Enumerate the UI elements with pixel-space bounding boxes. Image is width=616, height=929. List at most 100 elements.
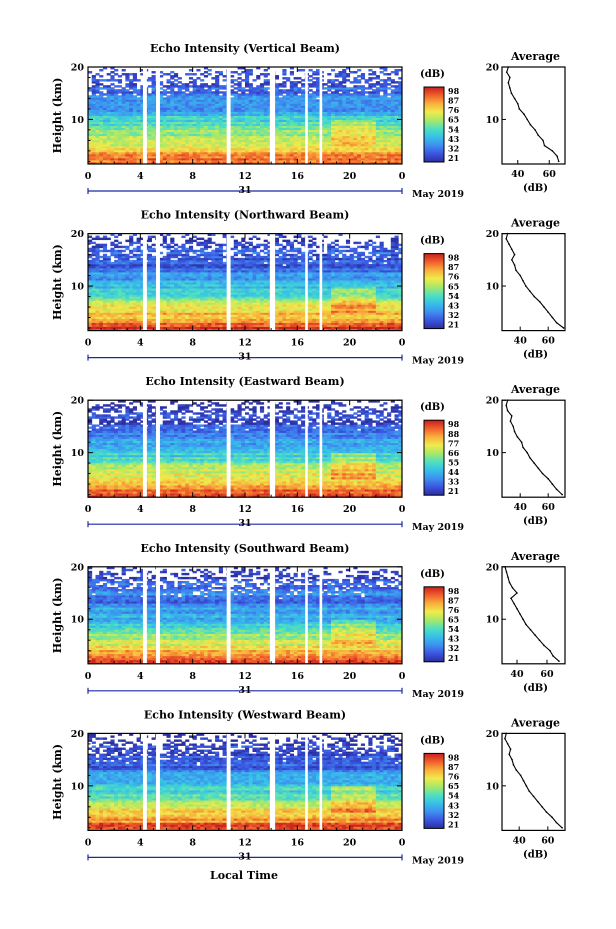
heatmap-cell: [107, 85, 111, 87]
echo-intensity-figure: Echo Intensity (Vertical Beam)0 4 8 12 16 20 0…: [0, 0, 616, 929]
heatmap-cell: [338, 93, 342, 95]
heatmap-cell: [133, 73, 137, 75]
heatmap-cell: [99, 83, 103, 85]
heatmap-cell: [193, 73, 197, 75]
heatmap-cell: [129, 91, 133, 93]
heatmap-cell: [331, 79, 335, 81]
heatmap-cell: [103, 85, 107, 87]
heatmap-cell: [391, 79, 395, 81]
heatmap-cell: [133, 95, 137, 97]
profile-point: [552, 150, 554, 152]
heatmap-cell: [238, 73, 242, 75]
y-tick-label: 10: [71, 115, 85, 126]
profile-point: [519, 108, 521, 110]
heatmap-cell: [342, 69, 346, 71]
heatmap-cell: [368, 83, 372, 85]
profile-frame: [502, 67, 565, 164]
heatmap-cell: [99, 91, 103, 93]
heatmap-cell: [99, 75, 103, 77]
heatmap-cell: [234, 83, 238, 85]
panel-2: Echo Intensity (Northward Beam)0 4 8 12 16 20…: [51, 209, 565, 367]
heatmap-cell: [297, 77, 301, 79]
heatmap-cell: [189, 73, 193, 75]
heatmap-cell: [256, 75, 260, 77]
heatmap-cell: [361, 73, 365, 75]
profile-title: Average: [510, 50, 560, 63]
colorbar-label: (dB): [420, 69, 445, 80]
profile-point: [517, 103, 519, 105]
profile-point: [534, 129, 536, 131]
data-gap: [305, 67, 308, 164]
heatmap-cell: [346, 73, 350, 75]
heatmap-cell: [327, 73, 331, 75]
heatmap-cell: [148, 77, 152, 79]
heatmap-cell: [353, 71, 357, 73]
heatmap-cell: [365, 87, 369, 89]
data-gap: [320, 67, 323, 164]
profile-y-tick-label: 20: [486, 63, 500, 74]
heatmap-cell: [211, 77, 215, 79]
heatmap-cell: [249, 83, 253, 85]
heatmap-cell: [331, 69, 335, 71]
heatmap-cell: [309, 93, 313, 95]
heatmap-cell: [234, 79, 238, 81]
x-tick-label: 0: [85, 171, 92, 182]
heatmap-cell: [163, 85, 167, 87]
heatmap-cell: [353, 77, 357, 79]
profile-x-label: (dB): [523, 183, 548, 194]
heatmap-cell: [312, 77, 316, 79]
heatmap-cell: [148, 85, 152, 87]
profile-y-tick-label: 10: [486, 115, 500, 126]
heatmap-cell: [95, 73, 99, 75]
heatmap-cell: [189, 91, 193, 93]
colorbar: [424, 87, 444, 162]
heatmap-cell: [230, 71, 234, 73]
heatmap-cell: [196, 69, 200, 71]
heatmap-cell: [129, 73, 133, 75]
heatmap-cell: [241, 87, 245, 89]
heatmap-cell: [181, 91, 185, 93]
heatmap-cell: [245, 89, 249, 91]
profile-point: [558, 161, 560, 163]
heatmap-cell: [170, 75, 174, 77]
heatmap-cell: [170, 81, 174, 83]
heatmap-cell: [208, 85, 212, 87]
heatmap-cell: [264, 73, 268, 75]
heatmap-cell: [387, 93, 391, 95]
heatmap-cell: [376, 87, 380, 89]
heatmap-cell: [238, 77, 242, 79]
colorbar-tick-label: 65: [448, 115, 459, 125]
heatmap-cell: [260, 73, 264, 75]
heatmap-cell: [324, 83, 328, 85]
heatmap-cell: [174, 91, 178, 93]
profile-point: [506, 71, 508, 73]
profile-x-tick-label: 60: [543, 169, 557, 180]
heatmap-cell: [230, 79, 234, 81]
heatmap-cell: [275, 83, 279, 85]
heatmap-cell: [238, 93, 242, 95]
heatmap-cell: [275, 75, 279, 77]
heatmap-cell: [279, 97, 283, 99]
heatmap-cell: [335, 79, 339, 81]
heatmap-cell: [376, 75, 380, 77]
profile-line: [507, 67, 559, 161]
heatmap-cell: [114, 89, 118, 91]
colorbar-tick-label: 21: [448, 153, 459, 163]
heatmap-cell: [200, 73, 204, 75]
heatmap-cell: [282, 77, 286, 79]
heatmap-cell: [282, 89, 286, 91]
heatmap-cell: [204, 71, 208, 73]
heatmap-cell: [92, 85, 96, 87]
heatmap-cell: [125, 73, 129, 75]
x-tick-label: 0: [399, 171, 406, 182]
heatmap-cell: [133, 83, 137, 85]
heatmap-cell: [129, 79, 133, 81]
heatmap-cell: [301, 83, 305, 85]
heatmap-cell: [174, 79, 178, 81]
heatmap-cell: [249, 69, 253, 71]
heatmap-cell: [125, 89, 129, 91]
heatmap-cell: [353, 85, 357, 87]
heatmap-cell: [137, 97, 141, 99]
heatmap-cell: [238, 81, 242, 83]
heatmap-cell: [294, 81, 298, 83]
